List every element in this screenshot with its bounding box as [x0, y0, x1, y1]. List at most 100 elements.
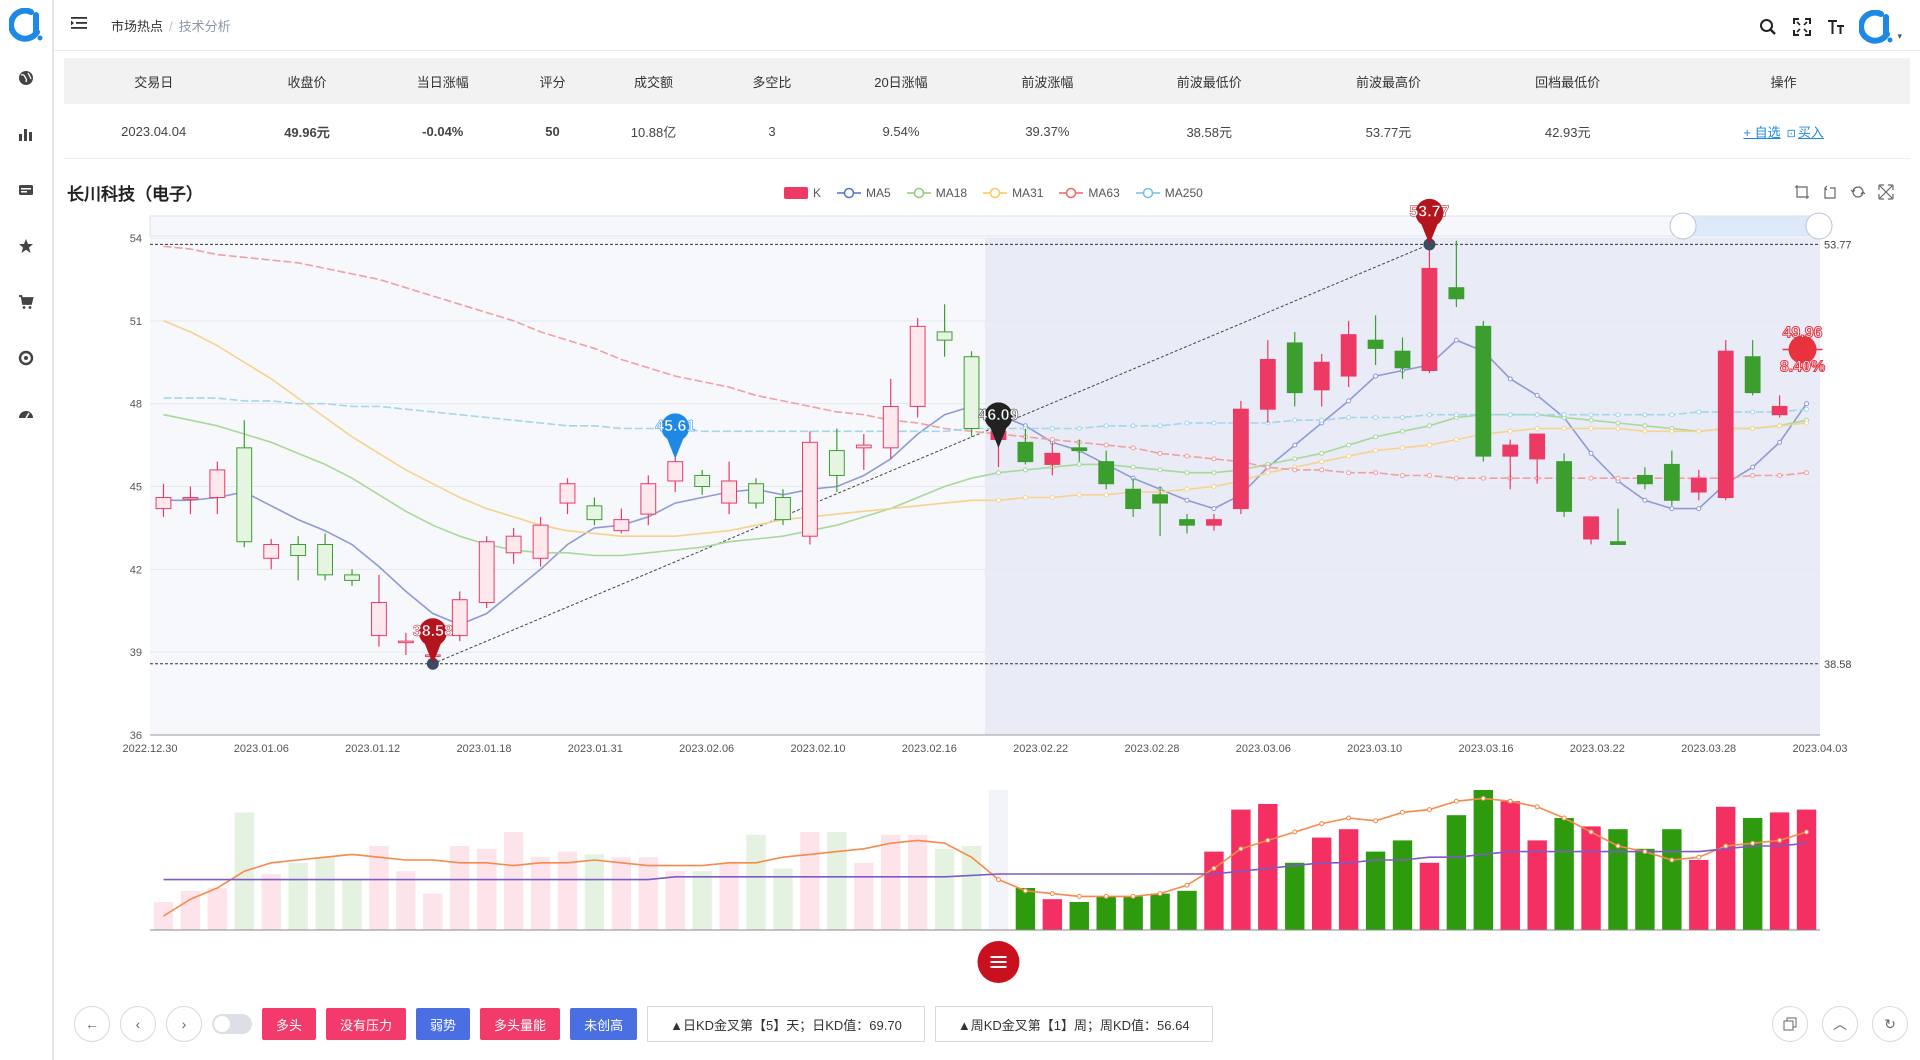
- volume-bar: [854, 862, 874, 930]
- restore-icon[interactable]: [1850, 184, 1866, 200]
- save-image-icon[interactable]: [1878, 184, 1894, 200]
- cart-icon[interactable]: [16, 292, 36, 312]
- candle-body: [1179, 519, 1195, 526]
- candle-body: [1448, 287, 1465, 300]
- arrow-left-button[interactable]: ←: [74, 1006, 110, 1042]
- breadcrumb-sep: /: [169, 19, 173, 34]
- ma-point-ma31: [1669, 428, 1675, 434]
- volume-ma-point: [1076, 893, 1082, 899]
- volume-bar: [907, 834, 928, 930]
- volume-ma-point: [1265, 837, 1271, 843]
- volume-ma-point: [1426, 807, 1432, 813]
- candle-body: [828, 450, 845, 476]
- volume-bar: [557, 851, 578, 930]
- candle-body: [1394, 350, 1411, 369]
- ma-point-ma18: [1373, 434, 1379, 440]
- next-button[interactable]: ›: [166, 1006, 202, 1042]
- ma-point-ma18: [1400, 428, 1405, 434]
- tag-no-pressure[interactable]: 没有压力: [326, 1008, 407, 1040]
- ma-point-ma63: [1103, 442, 1109, 448]
- tag-no-new-high[interactable]: 未创高: [570, 1008, 638, 1040]
- mode-toggle[interactable]: [212, 1014, 252, 1034]
- ma-point-ma5: [1292, 442, 1298, 448]
- candle-body: [290, 543, 307, 557]
- x-tick-label: 2023.02.22: [1013, 743, 1068, 755]
- volume-ma-point: [1534, 804, 1540, 810]
- volume-ma-point: [1400, 809, 1405, 815]
- volume-bar: [827, 832, 847, 930]
- copy-button[interactable]: [1772, 1006, 1808, 1042]
- zoom-select-icon[interactable]: [1794, 184, 1810, 200]
- col-header: 前波涨幅: [975, 58, 1120, 104]
- col-header: 前波最高价: [1298, 58, 1479, 104]
- candle-body: [1367, 339, 1384, 349]
- ma-point-ma63: [1804, 470, 1810, 476]
- app-logo[interactable]: [9, 8, 43, 42]
- volume-bar: [1662, 829, 1682, 930]
- search-icon[interactable]: [1757, 16, 1779, 38]
- font-size-icon[interactable]: [1825, 16, 1847, 38]
- tag-bullish-volume[interactable]: 多头量能: [480, 1008, 561, 1040]
- target-icon[interactable]: [16, 348, 36, 368]
- scroll-top-button[interactable]: ︿: [1822, 1006, 1858, 1042]
- volume-ma-point: [1022, 888, 1028, 894]
- turnover: 10.88亿: [589, 104, 718, 159]
- legend-item-ma31[interactable]: MA31: [983, 186, 1043, 200]
- legend-item-k[interactable]: K: [784, 186, 821, 200]
- ma-point-ma5: [1750, 464, 1756, 470]
- ma-point-ma250: [1642, 412, 1648, 418]
- star-icon[interactable]: [16, 236, 36, 256]
- tag-weak[interactable]: 弱势: [416, 1008, 471, 1040]
- volume-bar: [1419, 862, 1440, 930]
- volume-ma-point: [1804, 829, 1810, 835]
- globe-icon[interactable]: [16, 68, 36, 88]
- ma-point-ma63: [1588, 475, 1594, 481]
- y-tick-label: 39: [130, 647, 142, 659]
- legend-item-ma63[interactable]: MA63: [1059, 186, 1120, 200]
- ma-point-ma250: [1561, 412, 1567, 418]
- ma-point-ma63: [1049, 437, 1055, 443]
- refresh-button[interactable]: ↻: [1872, 1006, 1908, 1042]
- candle-body: [236, 447, 253, 543]
- buy-link[interactable]: 买入: [1797, 124, 1824, 140]
- card-icon[interactable]: [16, 180, 36, 200]
- volume-ma-point: [1130, 893, 1136, 899]
- summary-header-row: 交易日 收盘价 当日涨幅 评分 成交额 多空比 20日涨幅 前波涨幅 前波最低价…: [64, 58, 1910, 104]
- volume-ma-point: [1723, 843, 1729, 849]
- price-pin-label: 46.09: [978, 407, 1018, 424]
- tag-bullish[interactable]: 多头: [262, 1008, 317, 1040]
- bar-chart-icon[interactable]: [16, 124, 36, 144]
- candle-body: [909, 325, 926, 407]
- legend-item-ma18[interactable]: MA18: [906, 186, 967, 200]
- volume-bar: [800, 832, 820, 930]
- col-header: 当日涨幅: [370, 58, 516, 104]
- candle-body: [397, 640, 414, 644]
- legend-item-ma250[interactable]: MA250: [1135, 186, 1203, 200]
- breadcrumb-root[interactable]: 市场热点: [111, 19, 164, 34]
- user-avatar-logo[interactable]: [1859, 10, 1893, 44]
- dashboard-icon[interactable]: [16, 404, 36, 424]
- chevron-down-icon[interactable]: ▾: [1897, 30, 1902, 41]
- trend-line: [432, 243, 1430, 665]
- price-pin: [661, 413, 690, 459]
- candle-body: [1529, 433, 1546, 460]
- candle-body: [1771, 405, 1788, 416]
- prev-wave-low: 38.58元: [1119, 104, 1299, 159]
- add-watchlist-link[interactable]: + 自选: [1743, 124, 1781, 140]
- zoom-reset-icon[interactable]: [1822, 184, 1838, 200]
- data-zoom-handle: [1669, 212, 1697, 240]
- x-tick-label: 2023.01.18: [456, 743, 511, 755]
- price-pin: [418, 618, 447, 664]
- volume-ma-point: [1561, 815, 1567, 821]
- candle-body: [1098, 461, 1115, 485]
- ma-point-ma250: [1184, 420, 1190, 426]
- legend-item-ma5[interactable]: MA5: [837, 186, 891, 200]
- volume-bar: [369, 846, 389, 930]
- prev-button[interactable]: ‹: [120, 1006, 156, 1042]
- ma-point-ma5: [1453, 337, 1459, 343]
- candle-body: [936, 331, 953, 341]
- candle-body: [1637, 474, 1653, 485]
- menu-toggle-icon[interactable]: [70, 14, 88, 32]
- fullscreen-icon[interactable]: [1791, 16, 1813, 38]
